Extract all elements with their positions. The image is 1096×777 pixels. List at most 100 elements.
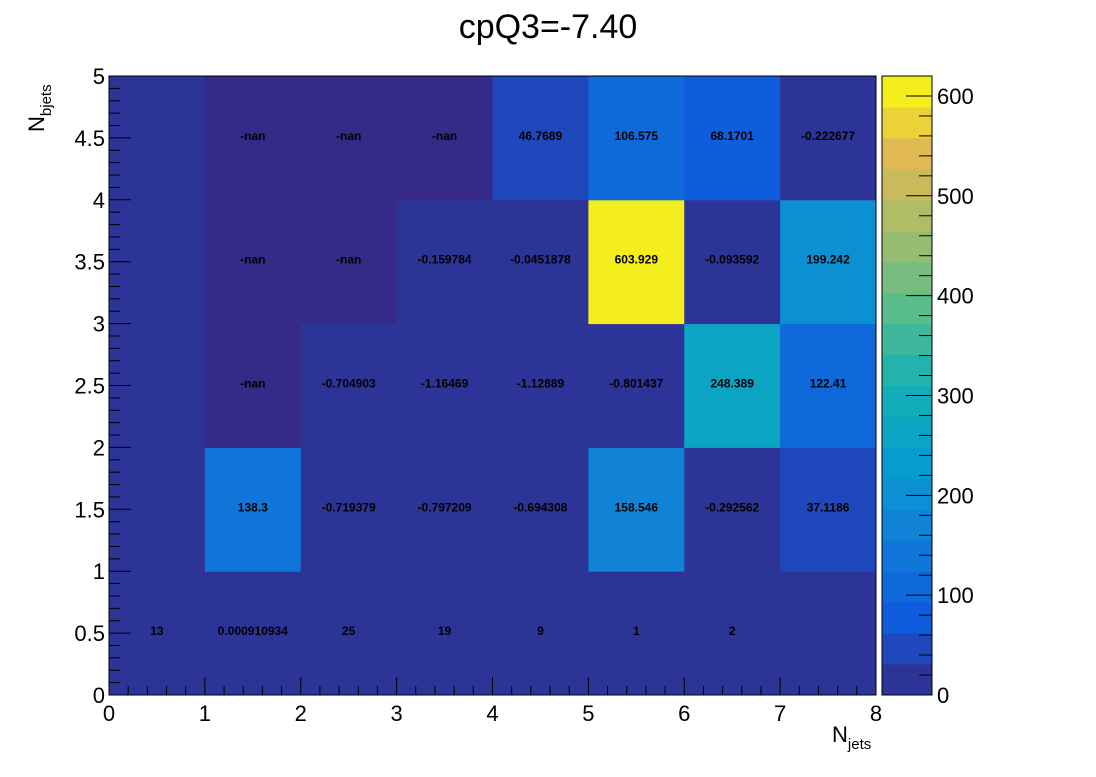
cell-value-label: 1 [633, 624, 640, 638]
x-axis-title-main: N [832, 722, 848, 747]
heatmap-cell [684, 199, 781, 325]
cell-value-label: 37.1186 [807, 500, 850, 514]
color-bar-tick-label: 100 [937, 583, 974, 608]
color-bar: 0 100 200 300 400 500 600 [881, 75, 974, 708]
cell-value-label: -0.719379 [322, 500, 376, 514]
color-bar-tick-label: 0 [937, 683, 949, 708]
y-tick-label: 1 [93, 559, 105, 584]
heatmap-cell [396, 447, 493, 572]
heatmap-cell [588, 447, 685, 572]
heatmap-cell [684, 76, 781, 201]
heatmap-cell [492, 199, 589, 325]
heatmap-cell [492, 76, 589, 201]
color-bar-level [882, 540, 932, 572]
x-tick-label: 3 [391, 701, 403, 726]
x-tick-label: 5 [582, 701, 594, 726]
heatmap-cell [780, 447, 877, 572]
color-bar-level [882, 385, 932, 417]
heatmap-cell [684, 323, 781, 448]
heatmap-cell [780, 76, 877, 201]
heatmap-cell [300, 199, 398, 325]
heatmap-cell [492, 447, 589, 572]
color-bar-level [882, 354, 932, 386]
cell-value-label: -nan [240, 129, 265, 143]
heatmap-cell [300, 323, 398, 448]
color-bar-level [882, 447, 932, 479]
heatmap-cells [109, 76, 877, 696]
cell-value-label: 138.3 [238, 500, 268, 514]
color-bar-level [882, 261, 932, 294]
x-tick-label: 1 [199, 701, 211, 726]
color-bar-level [882, 478, 932, 510]
cell-value-label: 199.242 [806, 253, 850, 267]
cell-value-label: 68.1701 [710, 129, 754, 143]
y-tick-label: 3.5 [74, 250, 105, 275]
heatmap-cell [396, 199, 493, 325]
y-tick-label: 3 [93, 312, 105, 337]
cell-value-label: 603.929 [615, 253, 659, 267]
cell-value-label: -0.704903 [322, 377, 376, 391]
cell-value-label: 158.546 [615, 500, 659, 514]
heatmap-cell [204, 76, 302, 201]
heatmap-cell [588, 323, 685, 448]
y-axis-title-main: N [24, 116, 49, 132]
color-bar-level [882, 137, 932, 170]
heatmap-cell [684, 447, 781, 572]
heatmap-cell [396, 76, 493, 201]
heatmap-cell [780, 571, 877, 696]
x-tick-label: 7 [774, 701, 786, 726]
cell-value-label: -0.801437 [609, 377, 663, 391]
x-tick-label: 2 [295, 701, 307, 726]
cell-value-label: -nan [240, 377, 265, 391]
x-tick-label: 4 [486, 701, 498, 726]
color-bar-level [882, 168, 932, 201]
x-tick-label: 8 [870, 701, 882, 726]
heatmap-cell [300, 76, 398, 201]
cell-value-label: 0.000910934 [218, 624, 288, 638]
heatmap-cell [300, 447, 398, 572]
cell-value-label: -0.292562 [705, 500, 759, 514]
cell-value-label: -0.159784 [418, 253, 472, 267]
cell-value-labels: 13 0.000910934 25 19 9 1 2 138.3 -0.719379 -0.797… [150, 129, 855, 638]
color-bar-level [882, 106, 932, 139]
color-bar-tick-label: 300 [937, 383, 974, 408]
heatmap-cell [204, 447, 302, 572]
heatmap-cell [396, 571, 493, 696]
heatmap-cell [492, 323, 589, 448]
y-tick-label: 5 [93, 64, 105, 89]
color-bar-tick-label: 500 [937, 184, 974, 209]
cell-value-label: 122.41 [810, 377, 847, 391]
color-bar-level [882, 323, 932, 356]
heatmap-cell [588, 571, 685, 696]
color-bar-level [882, 509, 932, 541]
heatmap-cell [300, 571, 398, 696]
cell-value-label: -0.797209 [418, 500, 472, 514]
cell-value-label: 248.389 [710, 377, 754, 391]
color-bar-level [882, 664, 932, 696]
heatmap-cell [204, 323, 302, 448]
cell-value-label: 19 [438, 624, 452, 638]
heatmap-cell [588, 76, 685, 201]
color-bar-level [882, 416, 932, 448]
y-axis-title: Nbjets [24, 84, 55, 132]
chart-title: cpQ3=-7.40 [459, 8, 638, 46]
color-bar-tick-label: 400 [937, 284, 974, 309]
y-tick-label: 4.5 [74, 126, 105, 151]
color-bar-level [882, 292, 932, 325]
cell-value-label: -1.16469 [421, 377, 469, 391]
x-axis-title: Njets [832, 722, 871, 753]
color-bar-tick-label: 200 [937, 483, 974, 508]
x-tick-label: 0 [103, 701, 115, 726]
y-tick-label: 0.5 [74, 621, 105, 646]
cell-value-label: 9 [537, 624, 544, 638]
color-bar-level [882, 602, 932, 634]
x-axis: 0 1 2 3 4 5 6 7 8 [103, 677, 882, 726]
heatmap-cell [588, 199, 685, 325]
cell-value-label: 106.575 [615, 129, 659, 143]
y-tick-label: 2 [93, 435, 105, 460]
color-bar-level [882, 76, 932, 108]
y-axis: 0 0.5 1 1.5 2 2.5 3 3.5 4 4.5 5 [74, 64, 131, 708]
cell-value-label: 13 [150, 624, 164, 638]
